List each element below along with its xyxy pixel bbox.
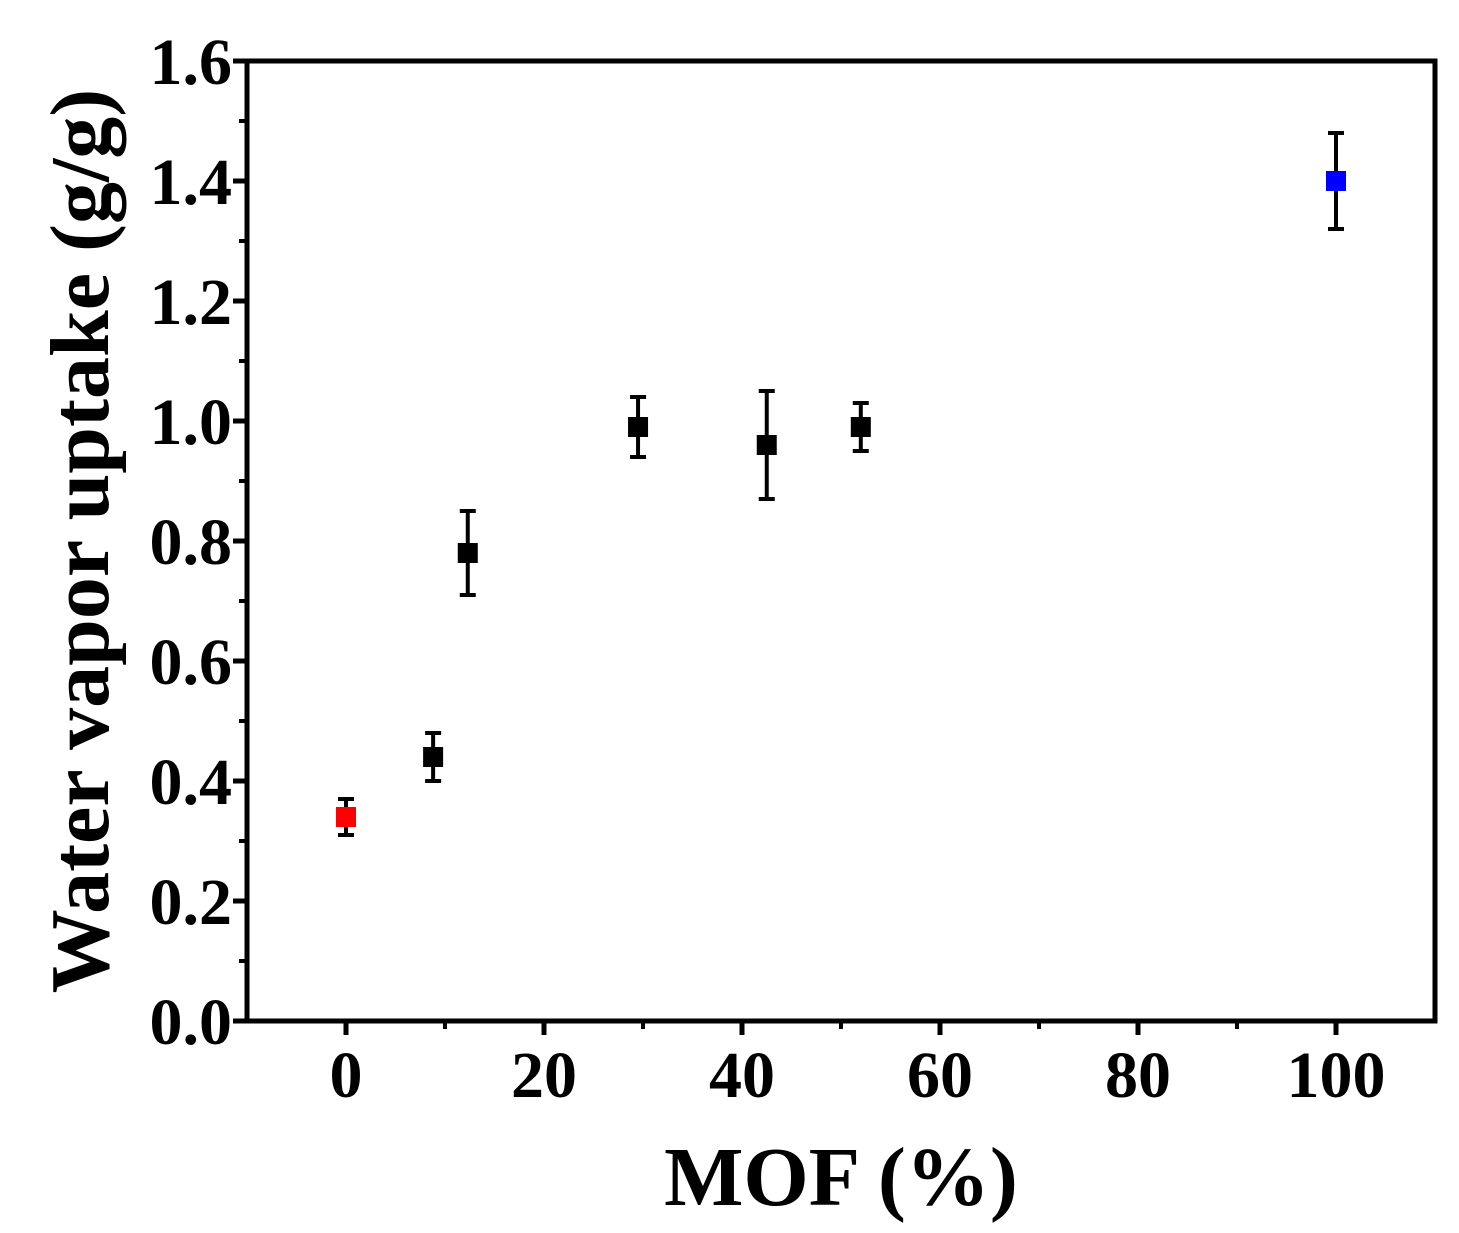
data-point-marker: [850, 417, 871, 437]
x-axis-title: MOF (%): [664, 1131, 1018, 1224]
y-tick-label: 1.2: [150, 266, 233, 339]
x-tick-label: 20: [511, 1039, 577, 1112]
y-tick-label: 0.2: [150, 866, 233, 939]
minor-ticks: [239, 119, 1239, 1029]
major-ticks: [233, 58, 1339, 1035]
y-tick-label: 0.0: [150, 986, 233, 1059]
y-tick-labels: 0.0 0.2 0.4 0.6 0.8 1.0 1.2 1.4 1.6: [150, 26, 233, 1059]
y-tick-label: 1.4: [150, 146, 233, 219]
data-point-marker: [628, 417, 649, 437]
y-tick-label: 1.0: [150, 386, 233, 459]
y-tick-label: 0.6: [150, 626, 233, 699]
x-tick-label: 0: [330, 1039, 363, 1112]
data-points: [336, 171, 1346, 827]
data-point-marker: [423, 747, 444, 767]
y-tick-label: 0.4: [150, 746, 233, 819]
x-tick-labels: 0 20 40 60 80 100: [330, 1039, 1386, 1112]
y-tick-label: 1.6: [150, 26, 233, 99]
plot-frame: [244, 58, 1438, 1024]
data-point-marker: [1326, 171, 1346, 191]
x-tick-label: 40: [709, 1039, 775, 1112]
error-bars: [338, 131, 1344, 837]
y-tick-label: 0.8: [150, 506, 233, 579]
y-axis-title: Water vapor uptake (g/g): [34, 89, 127, 994]
x-tick-label: 100: [1287, 1039, 1386, 1112]
data-point-marker: [336, 807, 356, 827]
x-tick-label: 60: [907, 1039, 973, 1112]
data-point-marker: [457, 543, 478, 563]
data-point-marker: [756, 435, 777, 455]
x-tick-label: 80: [1105, 1039, 1171, 1112]
